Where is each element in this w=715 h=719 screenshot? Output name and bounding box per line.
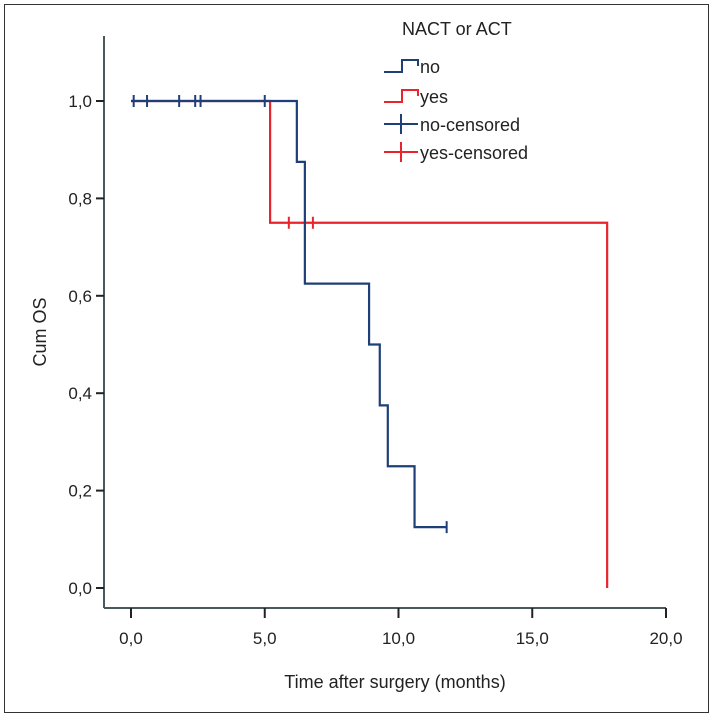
axes xyxy=(103,36,666,609)
series-no xyxy=(131,95,448,534)
y-tick-label: 0,4 xyxy=(68,384,92,403)
y-tick-label: 0,2 xyxy=(68,482,92,501)
y-tick-label: 1,0 xyxy=(68,92,92,111)
legend-title: NACT or ACT xyxy=(402,19,512,39)
legend-item-yes-censored: yes-censored xyxy=(384,142,528,163)
y-ticks: 0,0 0,2 0,4 0,6 0,8 1,0 xyxy=(68,92,104,598)
legend-step-icon xyxy=(384,89,419,103)
legend-item-no-censored: no-censored xyxy=(384,114,520,135)
legend-label: no-censored xyxy=(420,115,520,135)
x-axis-title: Time after surgery (months) xyxy=(284,672,505,692)
y-tick-label: 0,0 xyxy=(68,579,92,598)
x-ticks: 0,0 5,0 10,0 15,0 20,0 xyxy=(119,608,683,648)
legend-label: no xyxy=(420,57,440,77)
km-curve-no xyxy=(131,99,447,529)
legend: NACT or ACT no yes no-censored yes-censored xyxy=(384,19,528,163)
series-group xyxy=(131,95,609,588)
legend-step-icon xyxy=(384,59,419,73)
x-tick-label: 15,0 xyxy=(516,629,549,648)
legend-item-yes: yes xyxy=(384,87,448,107)
figure-frame xyxy=(4,4,709,713)
y-tick-label: 0,6 xyxy=(68,287,92,306)
legend-item-no: no xyxy=(384,57,440,77)
x-tick-label: 20,0 xyxy=(649,629,682,648)
x-tick-label: 0,0 xyxy=(119,629,143,648)
x-tick-label: 10,0 xyxy=(382,629,415,648)
x-tick-label: 5,0 xyxy=(253,629,277,648)
legend-label: yes-censored xyxy=(420,143,528,163)
y-axis-title: Cum OS xyxy=(30,297,50,366)
legend-label: yes xyxy=(420,87,448,107)
y-tick-label: 0,8 xyxy=(68,189,92,208)
